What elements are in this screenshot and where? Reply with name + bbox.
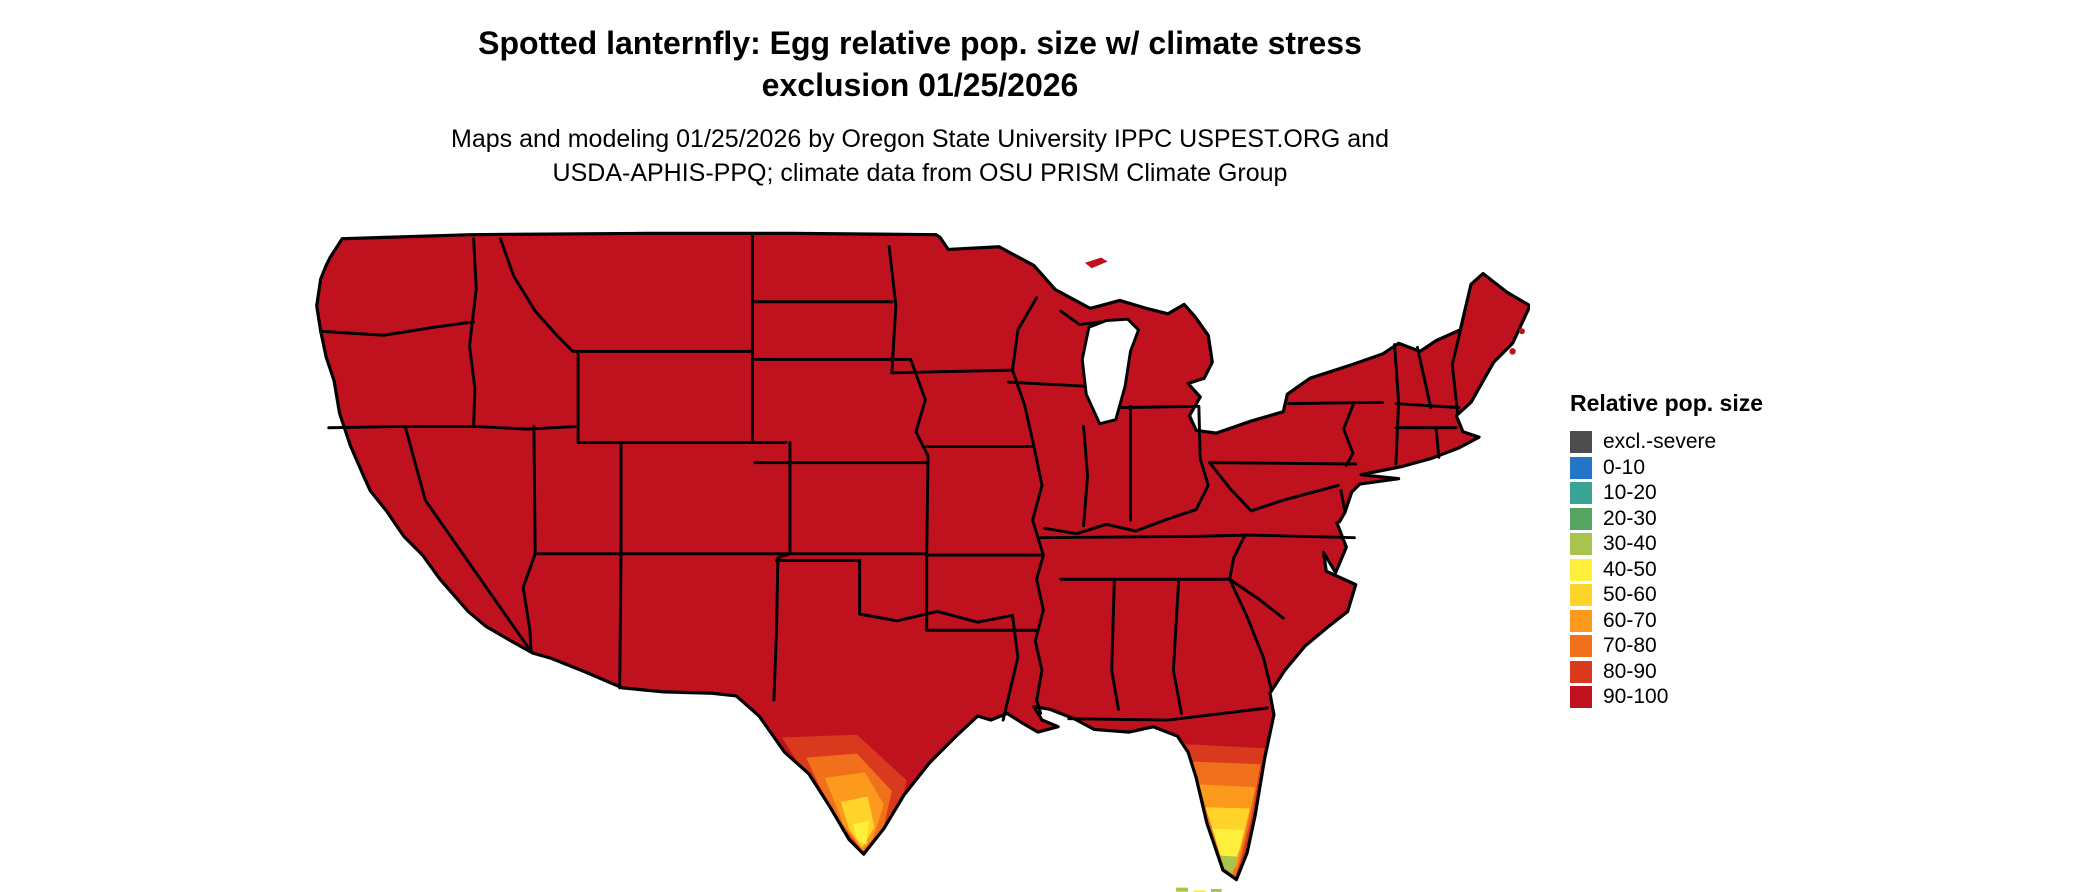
- islands: [1084, 257, 1525, 892]
- florida-keys: [1176, 887, 1222, 892]
- legend-swatch-40-50: [1570, 558, 1592, 581]
- lake-superior-island: [1084, 257, 1108, 269]
- legend-swatch-0-10: [1570, 456, 1592, 479]
- legend-title: Relative pop. size: [1570, 390, 1764, 416]
- legend-item: 0-10: [1570, 455, 1763, 479]
- legend-item: 10-20: [1570, 482, 1763, 504]
- legend-label: 0-10: [1603, 455, 1646, 479]
- legend-label: 50-60: [1603, 583, 1657, 606]
- legend-swatch-20-30: [1570, 507, 1592, 530]
- legend-item: excl.-severe: [1570, 431, 1763, 453]
- legend-label: 10-20: [1603, 481, 1657, 504]
- legend-item: 20-30: [1570, 506, 1763, 530]
- legend-label: 80-90: [1603, 659, 1657, 683]
- legend-swatch-80-90: [1570, 660, 1592, 683]
- subtitle: Maps and modeling 01/25/2026 by Oregon S…: [310, 122, 1530, 190]
- lake-michigan: [1080, 317, 1141, 426]
- subtitle-line-2: USDA-APHIS-PPQ; climate data from OSU PR…: [552, 159, 1288, 187]
- header: Spotted lanternfly: Egg relative pop. si…: [310, 22, 1530, 190]
- legend-swatch-excl-severe: [1570, 431, 1592, 453]
- us-landmass: [316, 233, 1530, 880]
- legend-swatch-70-80: [1570, 635, 1592, 657]
- legend-swatch-30-40: [1570, 533, 1592, 555]
- legend-item: 50-60: [1570, 584, 1763, 606]
- page-title-line-1: Spotted lanternfly: Egg relative pop. si…: [478, 25, 1362, 61]
- legend-swatch-10-20: [1570, 482, 1592, 504]
- legend-label: 60-70: [1603, 608, 1657, 632]
- legend: Relative pop. size excl.-severe 0-10 10-…: [1570, 390, 1763, 712]
- legend-item: 60-70: [1570, 608, 1763, 632]
- legend-label: 90-100: [1603, 685, 1669, 708]
- legend-label: 20-30: [1603, 506, 1657, 530]
- maine-island: [1509, 348, 1516, 355]
- maine-island: [1497, 337, 1504, 345]
- texas-gradient: [781, 734, 907, 859]
- legend-label: excl.-severe: [1603, 430, 1717, 453]
- us-map: [315, 231, 1530, 892]
- legend-swatch-90-100: [1570, 686, 1592, 708]
- page-title-line-2: exclusion 01/25/2026: [761, 67, 1079, 103]
- legend-item: 90-100: [1570, 686, 1763, 708]
- legend-label: 30-40: [1603, 532, 1657, 555]
- state-borders: [319, 233, 1466, 722]
- legend-item: 40-50: [1570, 557, 1763, 581]
- legend-label: 70-80: [1603, 634, 1657, 657]
- subtitle-line-1: Maps and modeling 01/25/2026 by Oregon S…: [451, 125, 1389, 153]
- florida-gradient: [1184, 744, 1265, 880]
- legend-item: 80-90: [1570, 659, 1763, 683]
- legend-item: 70-80: [1570, 635, 1763, 657]
- maine-island: [1519, 328, 1525, 335]
- legend-swatch-50-60: [1570, 584, 1592, 606]
- legend-item: 30-40: [1570, 533, 1763, 555]
- legend-swatch-60-70: [1570, 609, 1592, 632]
- legend-label: 40-50: [1603, 557, 1657, 581]
- low-value-regions: [781, 734, 1265, 880]
